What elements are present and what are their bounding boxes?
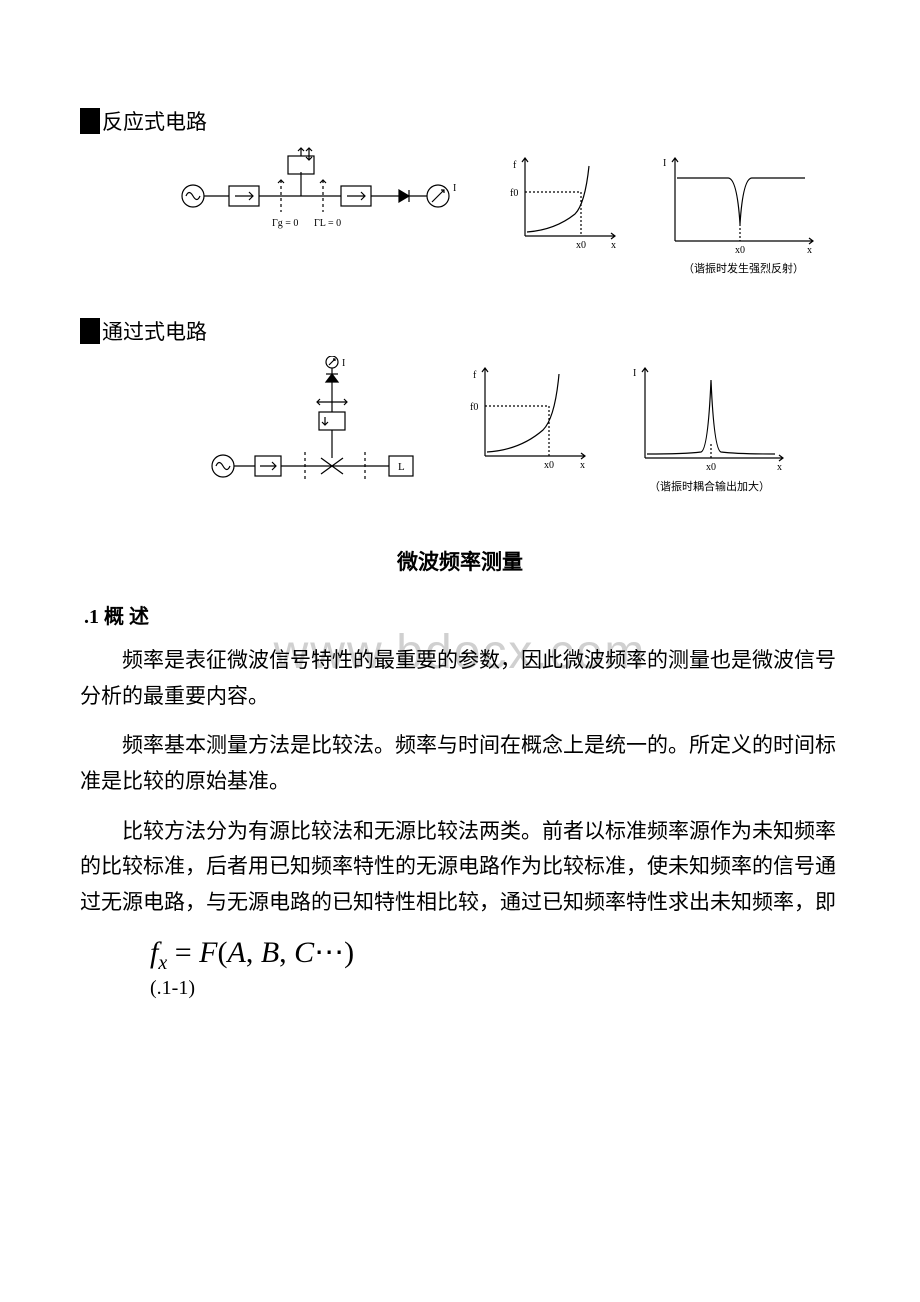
section2-diagrams: I L f f0 x0 x xyxy=(160,356,840,506)
section2-title: 通过式电路 xyxy=(102,316,207,346)
i-axis-label: I xyxy=(663,158,666,169)
page-content: 反应式电路 xyxy=(80,106,840,1000)
x0-peak-label: x0 xyxy=(706,462,716,473)
dip-caption: （谐振时发生强烈反射） xyxy=(683,261,804,275)
equation-number: (.1-1) xyxy=(150,977,840,1000)
x-peak-label: x xyxy=(777,462,782,473)
section1-resonance-dip: I x0 x （谐振时发生强烈反射） xyxy=(655,146,825,286)
peak-caption: （谐振时耦合输出加大） xyxy=(649,479,770,493)
x-dip-label: x xyxy=(807,245,812,256)
section2-circuit-diagram: I L xyxy=(205,356,435,506)
x0-label: x0 xyxy=(576,240,586,251)
gamma-g-label: Γg = 0 xyxy=(272,218,298,229)
x-axis-label-2: x xyxy=(580,460,585,471)
section2-fx-curve: f f0 x0 x xyxy=(465,356,595,486)
paragraph-3: 比较方法分为有源比较法和无源比较法两类。前者以标准频率源作为未知频率的比较标准，… xyxy=(80,814,840,921)
main-title: 微波频率测量 xyxy=(80,546,840,576)
f-axis-label-2: f xyxy=(473,370,477,381)
x-axis-label: x xyxy=(611,240,616,251)
circuit2-i-label: I xyxy=(342,358,345,369)
section1-circuit-diagram: Γg = 0 ΓL = 0 I xyxy=(175,146,475,266)
f-axis-label: f xyxy=(513,160,517,171)
paragraph-1: 频率是表征微波信号特性的最重要的参数，因此微波频率的测量也是微波信号分析的最重要… xyxy=(80,643,840,714)
section2-resonance-peak: I x0 x （谐振时耦合输出加大） xyxy=(625,356,795,506)
load-label: L xyxy=(398,461,405,473)
gamma-l-label: ΓL = 0 xyxy=(314,218,341,229)
section2-heading: 通过式电路 xyxy=(80,316,840,346)
x0-dip-label: x0 xyxy=(735,245,745,256)
subheading-1: .1 概 述 xyxy=(84,600,840,629)
x0-label-2: x0 xyxy=(544,460,554,471)
output-i-label: I xyxy=(453,183,456,194)
section1-fx-curve: f f0 x0 x xyxy=(505,146,625,266)
section1-title: 反应式电路 xyxy=(102,106,207,136)
bullet-square-2 xyxy=(80,318,100,344)
bullet-square xyxy=(80,108,100,134)
i-peak-axis-label: I xyxy=(633,368,636,379)
section1-heading: 反应式电路 xyxy=(80,106,840,136)
section1-diagrams: Γg = 0 ΓL = 0 I f f0 x0 x xyxy=(160,146,840,286)
f0-label-2: f0 xyxy=(470,402,478,413)
f0-label: f0 xyxy=(510,188,518,199)
equation-display: fx = F(A, B, C⋯) xyxy=(150,935,840,975)
paragraph-2: 频率基本测量方法是比较法。频率与时间在概念上是统一的。所定义的时间标准是比较的原… xyxy=(80,728,840,799)
